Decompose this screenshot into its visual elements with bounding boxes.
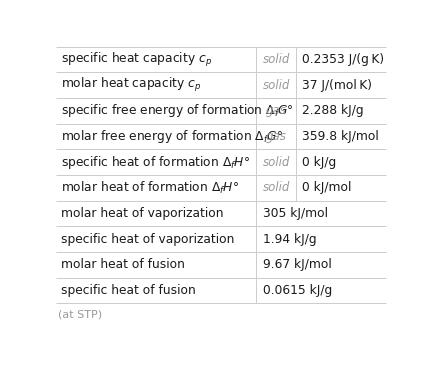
Text: specific heat of vaporization: specific heat of vaporization xyxy=(61,233,233,246)
Text: molar heat capacity $c_p$: molar heat capacity $c_p$ xyxy=(61,76,200,94)
Text: 2.288 kJ/g: 2.288 kJ/g xyxy=(301,104,363,118)
Text: 0.2353 J/(g K): 0.2353 J/(g K) xyxy=(301,53,384,66)
Text: (at STP): (at STP) xyxy=(58,309,101,319)
Text: specific free energy of formation $\Delta_f G°$: specific free energy of formation $\Delt… xyxy=(61,102,293,119)
Text: specific heat of formation $\Delta_f H°$: specific heat of formation $\Delta_f H°$ xyxy=(61,154,249,171)
Text: molar heat of vaporization: molar heat of vaporization xyxy=(61,207,223,220)
Text: 0 kJ/mol: 0 kJ/mol xyxy=(301,181,351,194)
Text: specific heat of fusion: specific heat of fusion xyxy=(61,284,195,297)
Text: 1.94 kJ/g: 1.94 kJ/g xyxy=(262,233,316,246)
Text: molar heat of fusion: molar heat of fusion xyxy=(61,258,184,271)
Text: gas: gas xyxy=(265,104,286,118)
Text: 0.0615 kJ/g: 0.0615 kJ/g xyxy=(262,284,331,297)
Text: 0 kJ/g: 0 kJ/g xyxy=(301,156,336,169)
Text: molar heat of formation $\Delta_f H°$: molar heat of formation $\Delta_f H°$ xyxy=(61,180,238,196)
Text: molar free energy of formation $\Delta_f G°$: molar free energy of formation $\Delta_f… xyxy=(61,128,282,145)
Text: solid: solid xyxy=(262,53,289,66)
Text: solid: solid xyxy=(262,156,289,169)
Text: 359.8 kJ/mol: 359.8 kJ/mol xyxy=(301,130,378,143)
Text: solid: solid xyxy=(262,79,289,92)
Text: specific heat capacity $c_p$: specific heat capacity $c_p$ xyxy=(61,51,212,69)
Text: gas: gas xyxy=(265,130,286,143)
Text: 37 J/(mol K): 37 J/(mol K) xyxy=(301,79,372,92)
Text: solid: solid xyxy=(262,181,289,194)
Text: 9.67 kJ/mol: 9.67 kJ/mol xyxy=(262,258,331,271)
Text: 305 kJ/mol: 305 kJ/mol xyxy=(262,207,327,220)
